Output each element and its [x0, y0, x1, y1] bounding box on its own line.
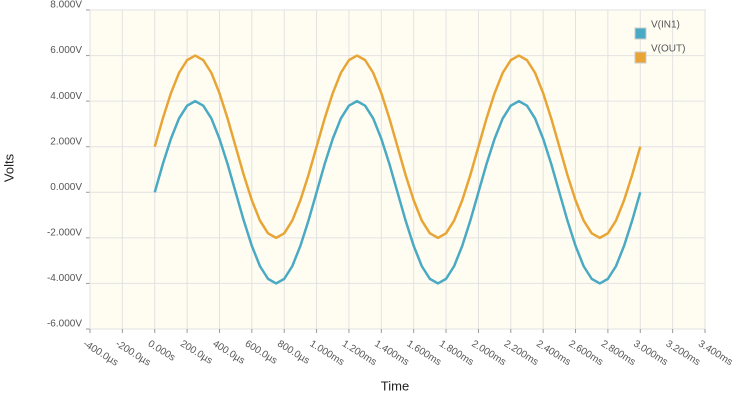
legend-swatch [634, 27, 647, 40]
legend-label: V(IN1) [651, 20, 680, 31]
y-tick-label: -4.000V [47, 273, 82, 284]
x-tick-label: 800.0µs [275, 338, 311, 366]
x-tick-label: -200.0µs [113, 338, 152, 368]
y-tick-label: 4.000V [50, 91, 82, 102]
x-tick-label: 1.000ms [308, 338, 346, 368]
y-tick-label: 6.000V [50, 45, 82, 56]
x-tick-label: 2.200ms [502, 338, 540, 368]
x-tick-label: 2.600ms [567, 338, 605, 368]
x-tick-label: 3.200ms [664, 338, 702, 368]
x-tick-label: 1.400ms [372, 338, 410, 368]
x-axis-title: Time [381, 378, 409, 393]
legend-label: V(OUT) [651, 44, 685, 55]
x-tick-label: 400.0µs [210, 338, 246, 366]
series-line [153, 99, 642, 285]
y-tick-label: 2.000V [50, 136, 82, 147]
x-tick-label: 1.800ms [437, 338, 475, 368]
y-axis-title: Volts [1, 153, 16, 182]
x-tick-label: 1.600ms [405, 338, 443, 368]
plot-area [89, 9, 706, 330]
y-tick-label: 0.000V [50, 182, 82, 193]
x-tick-label: -400.0µs [81, 338, 120, 368]
x-tick-label: 600.0µs [243, 338, 279, 366]
x-tick-label: 3.000ms [631, 338, 669, 368]
x-tick-label: 2.800ms [599, 338, 637, 368]
x-tick-label: 2.400ms [534, 338, 572, 368]
x-tick-label: 200.0µs [178, 338, 214, 366]
x-tick-label: 3.400ms [696, 338, 734, 368]
y-tick-label: -6.000V [47, 319, 82, 330]
x-tick-label: 2.000ms [469, 338, 507, 368]
y-tick-label: 8.000V [50, 0, 82, 11]
y-tick-label: -2.000V [47, 227, 82, 238]
x-tick-label: 1.200ms [340, 338, 378, 368]
series-line [153, 54, 642, 240]
legend-swatch [634, 51, 647, 64]
